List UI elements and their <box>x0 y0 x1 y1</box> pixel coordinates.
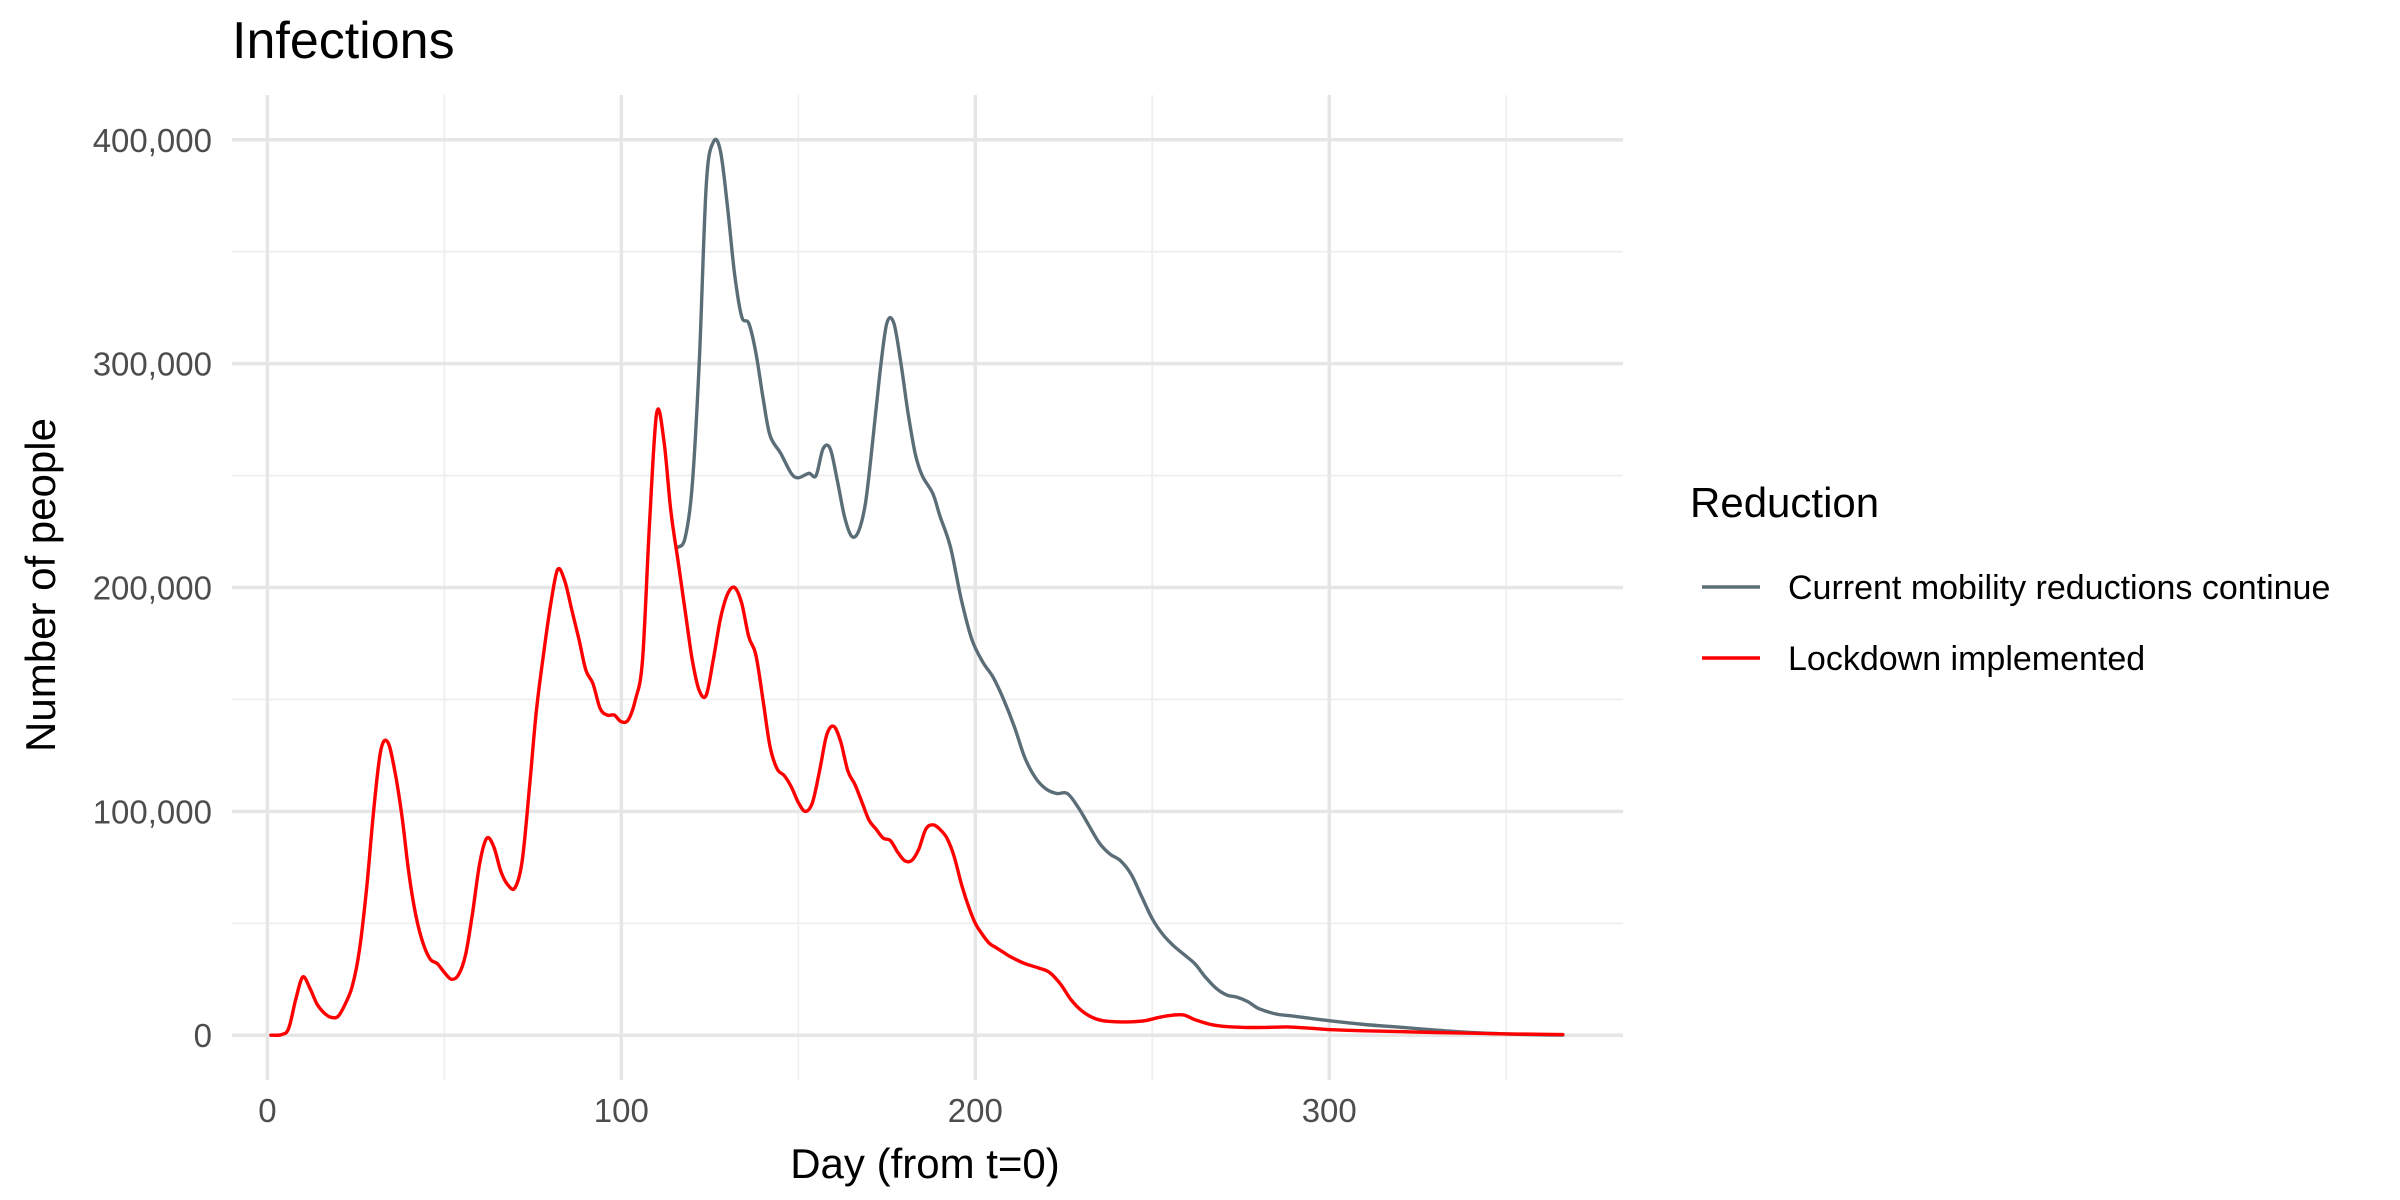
y-tick-label: 0 <box>194 1017 212 1054</box>
chart-title: Infections <box>232 12 455 70</box>
series-line-current-mobility <box>676 137 1565 1037</box>
x-tick-label: 300 <box>1302 1092 1357 1129</box>
x-tick-label: 100 <box>594 1092 649 1129</box>
legend-label: Lockdown implemented <box>1788 640 2145 678</box>
x-tick-label: 0 <box>258 1092 276 1129</box>
legend-item: Lockdown implemented <box>1702 640 2145 678</box>
legend-label: Current mobility reductions continue <box>1788 569 2330 607</box>
legend-item: Current mobility reductions continue <box>1702 569 2330 607</box>
grid-layer <box>232 95 1623 1080</box>
y-tick-label: 400,000 <box>93 122 212 159</box>
y-tick-label: 200,000 <box>93 570 212 607</box>
y-axis-label: Number of people <box>17 418 64 752</box>
legend-title: Reduction <box>1690 479 1879 526</box>
series-line-lockdown <box>269 407 1565 1037</box>
x-axis-label: Day (from t=0) <box>790 1140 1060 1187</box>
axes-layer: 0 100 200 300 0 100,000 200,000 300,000 400,000 <box>93 122 1357 1129</box>
legend: Reduction Current mobility reductions co… <box>1690 479 2330 678</box>
legend-items: Current mobility reductions continue Lock… <box>1702 569 2330 678</box>
y-tick-label: 300,000 <box>93 346 212 383</box>
x-tick-label: 200 <box>948 1092 1003 1129</box>
y-tick-label: 100,000 <box>93 793 212 830</box>
series-layer <box>269 137 1565 1037</box>
